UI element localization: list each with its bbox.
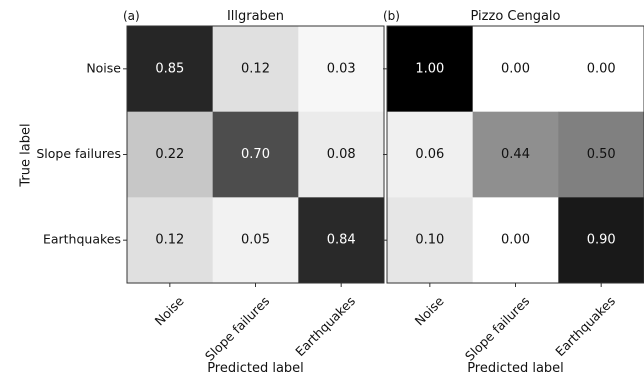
cell-value-label: 0.50 [587, 147, 616, 162]
heatmap-cell [387, 111, 473, 198]
heatmap-cell [212, 111, 299, 198]
heatmap-cell [298, 111, 385, 198]
cell-value-label: 0.00 [587, 61, 616, 76]
panel-title: Illgraben [227, 9, 284, 24]
cell-value-label: 0.90 [587, 233, 616, 248]
cell-value-label: 0.12 [241, 61, 270, 76]
panel-a: 0.85 0.12 0.03 0.22 0.70 0.08 0.12 0.05 0.84 (a) I… [36, 9, 385, 376]
x-tick-label: Noise [152, 293, 187, 328]
heatmap-cell [472, 197, 559, 284]
heatmap-cell [558, 111, 644, 198]
cell-value-label: 0.85 [155, 61, 184, 76]
heatmap-cell [127, 197, 213, 284]
cell-value-label: 0.03 [327, 61, 356, 76]
cell-value-label: 0.08 [327, 147, 356, 162]
y-tick-label: Earthquakes [43, 232, 121, 247]
cell-value-label: 0.12 [155, 233, 184, 248]
heatmap-cell [558, 197, 644, 284]
heatmap-cell [127, 111, 213, 198]
heatmap-cell [387, 197, 473, 284]
cell-value-label: 0.00 [501, 61, 530, 76]
heatmap-cell [558, 26, 644, 112]
heatmap-cell [298, 26, 385, 112]
x-tick-label: Earthquakes [292, 293, 358, 359]
x-axis-label: Predicted label [467, 361, 564, 376]
cell-value-label: 0.70 [241, 147, 270, 162]
cell-value-label: 0.84 [327, 233, 356, 248]
heatmap-cell [472, 26, 559, 112]
cell-value-label: 0.00 [501, 233, 530, 248]
panel-label: (b) [383, 9, 400, 23]
panel-b: 1.00 0.00 0.00 0.06 0.44 0.50 0.10 0.00 0.90 (b) P… [383, 9, 644, 376]
heatmap-cell [212, 197, 299, 284]
x-tick-label: Slope failures [202, 293, 272, 363]
panel-label: (a) [123, 9, 140, 23]
cell-value-label: 0.44 [501, 147, 530, 162]
x-axis-label: Predicted label [207, 361, 304, 376]
cell-value-label: 0.10 [415, 233, 444, 248]
x-tick-label: Earthquakes [552, 293, 618, 359]
panels: 0.85 0.12 0.03 0.22 0.70 0.08 0.12 0.05 0.84 (a) I… [36, 9, 644, 376]
heatmap-cell [127, 26, 213, 112]
heatmap-cell [298, 197, 385, 284]
cell-value-label: 0.22 [155, 147, 184, 162]
x-tick-label: Slope failures [462, 293, 532, 363]
y-axis-label: True label [19, 123, 34, 187]
x-tick-label: Noise [412, 293, 447, 328]
y-tick-label: Noise [86, 60, 121, 75]
heatmap-cell [387, 26, 473, 112]
cell-value-label: 0.06 [415, 147, 444, 162]
cell-value-label: 0.05 [241, 233, 270, 248]
heatmap-cell [212, 26, 299, 112]
panel-title: Pizzo Cengalo [471, 9, 561, 24]
heatmap-cell [472, 111, 559, 198]
y-tick-label: Slope failures [36, 146, 121, 161]
cell-value-label: 1.00 [415, 61, 444, 76]
